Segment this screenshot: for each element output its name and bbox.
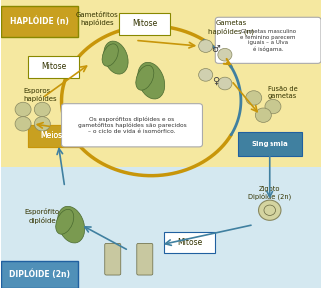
Text: Meiose: Meiose: [40, 131, 67, 141]
FancyBboxPatch shape: [28, 125, 79, 147]
Text: Singamia: Singamia: [251, 141, 288, 147]
FancyBboxPatch shape: [62, 104, 203, 147]
Ellipse shape: [102, 44, 118, 66]
Text: Gametófitos
haplóides: Gametófitos haplóides: [75, 12, 118, 26]
Text: Gametas
haplóides (n): Gametas haplóides (n): [208, 20, 254, 35]
Text: Gametas masculino
e feminino parecem
iguais – a Ulva
é isógama.: Gametas masculino e feminino parecem igu…: [240, 29, 296, 52]
Text: HAPLÓIDE (n): HAPLÓIDE (n): [10, 17, 68, 26]
Text: ♂: ♂: [211, 44, 220, 54]
FancyBboxPatch shape: [238, 132, 302, 156]
Ellipse shape: [104, 41, 128, 74]
Circle shape: [34, 117, 50, 131]
Circle shape: [199, 69, 213, 81]
FancyBboxPatch shape: [28, 56, 79, 78]
FancyBboxPatch shape: [215, 17, 321, 63]
Circle shape: [218, 48, 232, 61]
Text: ♀: ♀: [212, 76, 219, 86]
Text: Mitose: Mitose: [41, 62, 66, 71]
Circle shape: [218, 77, 232, 90]
Text: Mitose: Mitose: [177, 238, 202, 247]
Text: Fusão de
gametas: Fusão de gametas: [268, 86, 298, 99]
Text: Mitose: Mitose: [132, 19, 157, 28]
Circle shape: [15, 102, 31, 117]
FancyBboxPatch shape: [1, 167, 321, 288]
Text: Os esporófitos diplóides e os
gametófitos haplóides são parecidos
– o ciclo de v: Os esporófitos diplóides e os gametófito…: [78, 116, 187, 134]
FancyBboxPatch shape: [119, 13, 170, 35]
Circle shape: [255, 108, 271, 122]
Ellipse shape: [138, 62, 165, 99]
FancyBboxPatch shape: [1, 6, 78, 37]
FancyBboxPatch shape: [137, 243, 153, 275]
FancyBboxPatch shape: [28, 125, 79, 147]
Ellipse shape: [58, 206, 85, 243]
FancyBboxPatch shape: [105, 243, 121, 275]
Text: Esporos
haplóides: Esporos haplóides: [23, 88, 57, 102]
FancyBboxPatch shape: [1, 0, 321, 167]
Circle shape: [265, 99, 281, 114]
Circle shape: [246, 91, 262, 105]
Circle shape: [15, 117, 31, 131]
Ellipse shape: [56, 209, 74, 234]
FancyBboxPatch shape: [164, 232, 215, 253]
Text: DIPLÓIDE (2n): DIPLÓIDE (2n): [9, 270, 70, 279]
Text: Meiose: Meiose: [40, 131, 67, 141]
Circle shape: [34, 102, 50, 117]
Circle shape: [199, 40, 213, 52]
FancyBboxPatch shape: [1, 261, 78, 288]
Text: Zigoto
Diplóide (2n): Zigoto Diplóide (2n): [248, 185, 291, 200]
Text: Esporófito
diplóide: Esporófito diplóide: [25, 209, 60, 223]
Circle shape: [258, 200, 281, 220]
Ellipse shape: [136, 65, 154, 90]
